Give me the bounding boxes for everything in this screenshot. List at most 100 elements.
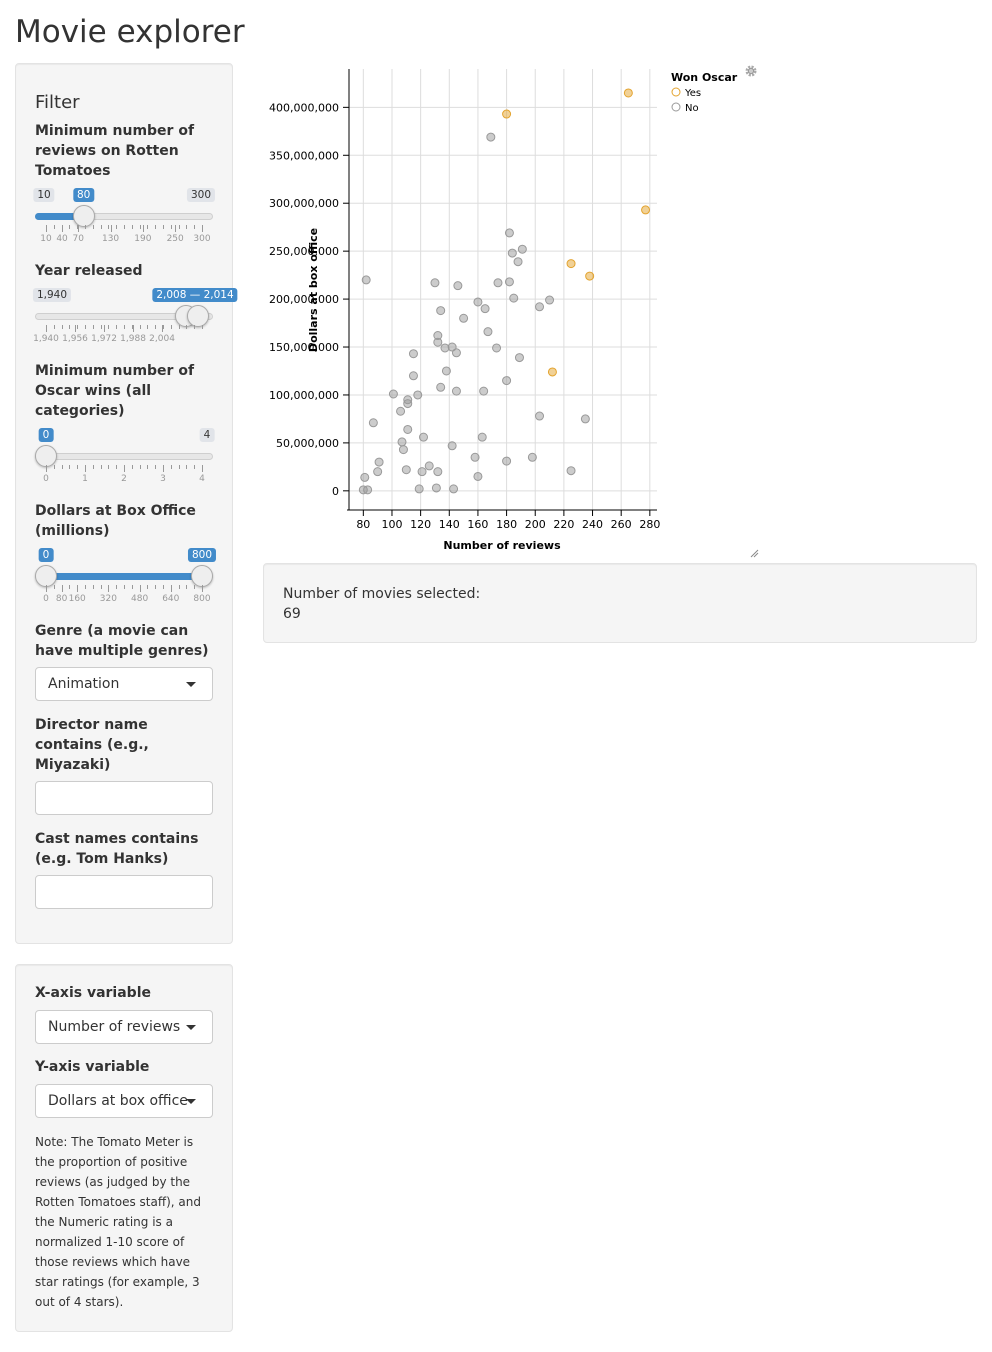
- genre-select[interactable]: Animation: [35, 667, 213, 701]
- slider-major-tick: [62, 225, 64, 232]
- director-label: Director name contains (e.g., Miyazaki): [35, 717, 149, 773]
- slider-major-tick: [124, 465, 125, 472]
- slider-minor-tick: [100, 465, 102, 469]
- data-point: [398, 445, 408, 455]
- slider-tick-label: 2,004: [149, 334, 175, 344]
- data-point: [459, 313, 469, 323]
- data-point: [513, 257, 523, 267]
- director-input[interactable]: [35, 781, 213, 815]
- slider-major-tick: [108, 585, 110, 592]
- slider-tick-label: 320: [99, 594, 117, 604]
- slider-major-tick: [202, 585, 203, 592]
- slider-major-tick: [133, 325, 135, 332]
- boxoffice-to-handle[interactable]: [191, 565, 213, 587]
- reviews-slider[interactable]: 10 300 80 10 40 70 130 190 250 300: [33, 186, 216, 246]
- x-axis-select[interactable]: Number of reviews: [35, 1010, 213, 1044]
- slider-minor-tick: [85, 585, 86, 589]
- data-point: [451, 348, 461, 358]
- slider-minor-tick: [194, 325, 196, 329]
- oscars-value-label: 0: [38, 428, 54, 442]
- slider-minor-tick: [124, 225, 125, 229]
- chart-legend: Won Oscar Yes No: [671, 71, 738, 114]
- data-point: [436, 382, 446, 392]
- scatter-chart[interactable]: 80 100 120 140 160 180 200 220 240 260 280 0 50,000,…: [263, 60, 763, 560]
- x-tick-label: 220: [553, 518, 574, 531]
- x-tick-label: 160: [467, 518, 488, 531]
- year-value-label: 2,008 — 2,014: [152, 288, 238, 302]
- y-tick-label: 150,000,000: [269, 341, 339, 354]
- slider-minor-tick: [131, 465, 133, 469]
- data-point: [360, 472, 370, 482]
- data-point: [414, 484, 424, 494]
- slider-major-tick: [202, 465, 203, 472]
- legend-swatch: [671, 102, 681, 112]
- slider-tick-label: 2: [121, 474, 127, 484]
- data-point: [493, 278, 503, 288]
- slider-major-tick: [104, 325, 106, 332]
- data-point: [361, 275, 371, 285]
- slider-minor-tick: [155, 465, 157, 469]
- cast-input[interactable]: [35, 875, 213, 909]
- slider-major-tick: [46, 225, 47, 232]
- year-track[interactable]: [35, 313, 213, 320]
- y-tick-label: 400,000,000: [269, 101, 339, 114]
- year-to-handle[interactable]: [186, 305, 209, 327]
- boxoffice-slider[interactable]: 0 800 0 80 160 320 480 640 800: [35, 546, 217, 606]
- slider-minor-tick: [53, 465, 55, 469]
- data-point: [403, 424, 413, 434]
- year-min-label: 1,940: [32, 288, 72, 302]
- slider-minor-tick: [92, 585, 94, 589]
- slider-minor-tick: [139, 325, 141, 329]
- slider-tick-label: 640: [162, 594, 180, 604]
- legend-entry: No: [685, 103, 699, 114]
- data-point: [433, 467, 443, 477]
- slider-minor-tick: [139, 225, 141, 229]
- slider-minor-tick: [170, 325, 172, 329]
- slider-minor-tick: [131, 585, 133, 589]
- y-axis-selected-value: Dollars at box office: [48, 1093, 188, 1109]
- slider-minor-tick: [178, 465, 180, 469]
- slider-tick-label: 1,940: [33, 334, 59, 344]
- oscars-label: Minimum number of Oscar wins (all catego…: [35, 363, 195, 419]
- oscars-handle[interactable]: [35, 445, 57, 467]
- slider-tick-label: 1,956: [62, 334, 88, 344]
- result-text: Number of movies selected: 69: [283, 584, 480, 624]
- slider-tick-label: 10: [40, 234, 52, 244]
- slider-minor-tick: [61, 325, 63, 329]
- oscars-slider[interactable]: 0 4 0 1 2 3 4: [35, 426, 215, 486]
- data-point: [368, 418, 378, 428]
- chevron-down-icon: [186, 682, 196, 687]
- boxoffice-from-handle[interactable]: [35, 565, 57, 587]
- slider-minor-tick: [61, 465, 63, 469]
- note-text: Note: The Tomato Meter is the proportion…: [35, 1135, 201, 1309]
- x-tick-label: 280: [639, 518, 660, 531]
- x-tick-label: 120: [410, 518, 431, 531]
- data-point: [504, 277, 514, 287]
- slider-minor-tick: [178, 325, 180, 329]
- reviews-handle[interactable]: [72, 205, 95, 227]
- slider-minor-tick: [186, 585, 188, 589]
- slider-tick-label: 300: [193, 234, 211, 244]
- data-point: [441, 366, 451, 376]
- y-axis-select[interactable]: Dollars at box office: [35, 1084, 213, 1118]
- data-point: [451, 386, 461, 396]
- slider-major-tick: [163, 465, 164, 472]
- chevron-down-icon: [186, 1025, 196, 1030]
- gear-icon[interactable]: [745, 65, 757, 77]
- year-slider[interactable]: 1,940 2,008 — 2,014 1,940 1,956 1,972 1,988…: [32, 286, 238, 346]
- year-label: Year released: [35, 263, 143, 279]
- slider-tick-label: 0: [43, 474, 49, 484]
- slider-tick-label: 1: [82, 474, 88, 484]
- x-tick-label: 80: [356, 518, 370, 531]
- data-point: [545, 295, 555, 305]
- slider-minor-tick: [163, 585, 164, 589]
- oscars-track[interactable]: [35, 453, 213, 460]
- slider-tick-label: 480: [131, 594, 149, 604]
- chart-axes: 80 100 120 140 160 180 200 220 240 260 280 0 50,000,…: [269, 69, 660, 531]
- slider-minor-tick: [178, 225, 180, 229]
- slider-major-tick: [78, 225, 80, 232]
- data-point: [417, 467, 427, 477]
- slider-major-tick: [170, 585, 172, 592]
- slider-tick-label: 800: [193, 594, 211, 604]
- resize-handle-icon[interactable]: [750, 549, 759, 558]
